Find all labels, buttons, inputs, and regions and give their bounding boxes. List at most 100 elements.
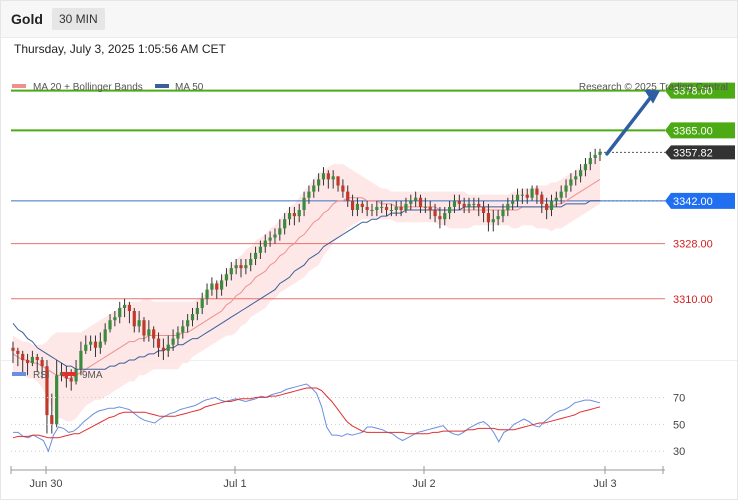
projection-arrow-head [644, 89, 660, 104]
candle-body [559, 191, 563, 198]
level-label-3378-00: 3378.00 [673, 86, 713, 98]
symbol-title: Gold [11, 11, 43, 27]
candle-body [50, 415, 54, 425]
legend-ma50-label: MA 50 [175, 82, 204, 93]
rsi-tick-label: 30 [673, 446, 685, 458]
level-label-3342-00: 3342.00 [673, 196, 713, 208]
candle-body [59, 372, 64, 376]
candle-body [574, 176, 578, 180]
candle-body [234, 265, 238, 269]
candle-body [132, 311, 136, 327]
candle-body [273, 234, 277, 238]
candle-body [244, 265, 248, 269]
candle-body [171, 338, 175, 345]
candle-body [404, 203, 408, 210]
candle-body [210, 283, 214, 290]
date-time-label: Thursday, July 3, 2025 1:05:56 AM CET [14, 42, 226, 56]
candle-body [326, 173, 330, 180]
candle-body [25, 360, 30, 364]
candle-body [166, 344, 170, 351]
candle-body [448, 206, 452, 214]
candle-body [249, 258, 253, 266]
candle-body [467, 203, 471, 207]
level-label-3310-00: 3310.00 [673, 294, 713, 306]
rsi-tick-label: 70 [673, 392, 685, 404]
candle-body [297, 210, 301, 217]
research-credit: Research © 2025 Trading Central [579, 82, 728, 93]
candle-body [93, 341, 98, 348]
candle-body [423, 206, 427, 208]
level-label-3365-00: 3365.00 [673, 125, 713, 137]
candle-body [389, 210, 393, 211]
candle-body [195, 307, 199, 315]
candle-body [186, 320, 190, 327]
candle-body [588, 157, 592, 165]
candle-body [375, 206, 379, 210]
candle-body [103, 329, 107, 342]
candle-body [535, 188, 539, 195]
candle-body [156, 338, 161, 348]
candle-body [215, 283, 219, 290]
candle-body [147, 329, 151, 336]
rsi-ma-line [12, 387, 601, 439]
candle-body [515, 194, 520, 201]
rsi-line [13, 383, 601, 453]
candle-body [239, 265, 243, 269]
candle-body [525, 194, 529, 198]
rsi-legend: RSI 9MA [12, 370, 103, 381]
candle-body [283, 219, 287, 229]
candle-body [336, 176, 340, 186]
candle-body [452, 200, 457, 207]
level-label-3328-00: 3328.00 [673, 239, 713, 251]
last-price-label: 3357.82 [673, 147, 713, 159]
candle-body [511, 200, 515, 204]
candle-body [278, 228, 282, 235]
candle-body [253, 252, 258, 259]
candle-body [118, 307, 122, 318]
candle-body [549, 200, 554, 210]
candle-body [137, 320, 141, 327]
candle-body [190, 314, 195, 321]
candle-body [74, 369, 78, 382]
candle-body [229, 268, 233, 275]
candle-body [84, 344, 88, 351]
candle-body [520, 194, 524, 196]
main-legend: MA 20 + Bollinger Bands MA 50 Research ©… [12, 82, 728, 93]
candle-body [98, 341, 102, 348]
candle-body [287, 213, 292, 220]
candle-body [302, 197, 306, 210]
bollinger-band-fill [13, 154, 600, 422]
ma50-line [12, 200, 600, 370]
candle-body [127, 304, 132, 312]
candle-body [496, 216, 500, 220]
legend-swatch-rsi [12, 372, 26, 376]
candle-body [409, 200, 413, 204]
candle-body [312, 185, 316, 192]
projection-arrow-layer [605, 89, 660, 156]
candle-body [380, 206, 384, 208]
candle-body [501, 210, 505, 217]
timeframe-button[interactable]: 30 MIN [52, 8, 105, 30]
candle-body [89, 341, 93, 345]
candle-body [578, 170, 583, 177]
candle-body [365, 206, 369, 210]
candle-body [331, 176, 335, 180]
candle-body [317, 179, 321, 186]
candle-body [321, 173, 326, 180]
candle-body [598, 151, 602, 155]
candles-layer [11, 148, 602, 434]
candle-body [433, 210, 437, 217]
candle-body [384, 206, 389, 210]
candle-body [263, 240, 267, 247]
candle-body [583, 164, 588, 171]
candle-body [142, 320, 146, 336]
candle-body [569, 179, 573, 186]
candle-body [399, 206, 403, 210]
legend-swatch-9ma [62, 372, 76, 376]
projection-arrow-shaft [605, 93, 654, 156]
panel-divider [1, 360, 737, 361]
candle-body [443, 213, 447, 220]
candle-body [224, 274, 229, 281]
legend-9ma-label: 9MA [82, 370, 103, 381]
